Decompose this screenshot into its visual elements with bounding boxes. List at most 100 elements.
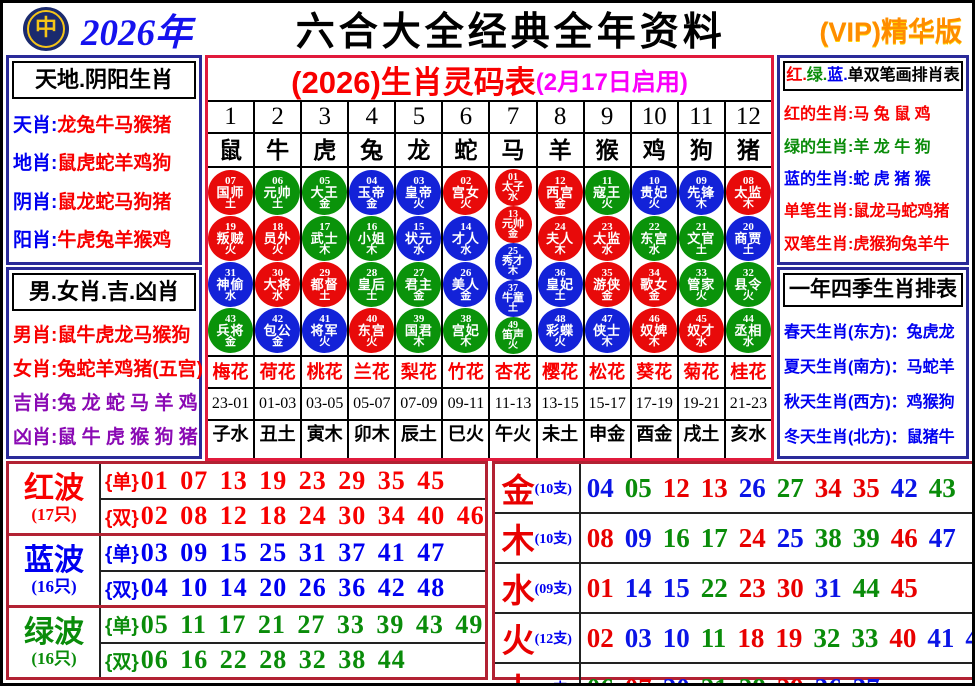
branche-cell: 未土 [535,421,583,458]
number-cell: 5 [394,102,441,132]
flower-cell: 桃花 [300,357,347,387]
branche-cell: 子水 [212,424,249,444]
branche-cell: 巳火 [441,421,488,458]
circle-number: 23 [601,220,613,233]
element-number: 10 [662,622,690,653]
tiandi-panel-title: 天地.阴阳生肖 [12,61,196,99]
element-number: 31 [814,572,842,603]
circle-element: 金 [648,290,660,303]
element-count: (08支) [535,678,572,683]
circle-name: 夫人 [546,230,575,246]
zodiac-code-circle: 07 国师土 [208,169,254,215]
zodiac-code-circle: 09 先锋木 [678,169,724,215]
circle-number: 27 [413,267,425,280]
circle-element: 火 [508,340,518,351]
circle-column: 09 先锋木 21 文官土 33 管家火 45 奴才水 [676,168,724,355]
circle-element: 火 [413,197,425,210]
zodiac-code-circle: 26 美人金 [443,262,489,308]
circle-number: 44 [742,313,754,326]
wave-number-row: {单} 05 11 17 21 27 33 39 43 49 [101,608,485,642]
circle-element: 土 [695,243,707,256]
element-number: 11 [700,622,727,653]
zodiac-code-circle: 16 小姐木 [349,215,395,261]
wave-name: 蓝波 [24,543,84,577]
flower-cell: 荷花 [253,357,300,387]
odd-even-tag: {双} [105,579,139,601]
time-cell: 01-03 [253,389,300,419]
circle-column: 10 贵妃火 22 东宫水 34 歌女金 46 奴婢木 [629,168,677,355]
circle-element: 土 [366,290,378,303]
row-value: 鼠龙蛇马狗猪 [57,191,172,213]
circle-element: 火 [742,290,754,303]
number-cell: 9 [582,102,630,132]
circle-element: 木 [366,243,378,256]
vip-badge: (VIP)精华版 [819,16,962,47]
circle-number: 09 [695,174,707,187]
panel-row: 单笔生肖:鼠龙马蛇鸡猪 [784,197,962,221]
circle-number: 03 [413,174,425,187]
element-number: 15 [662,572,690,603]
zodiac-code-circle: 39 国君木 [396,308,442,354]
row-label: 凶肖: [13,426,58,448]
circle-number: 37 [508,283,518,294]
coin-logo-icon: 中 [23,7,69,51]
circle-element: 火 [319,336,331,349]
table-title: (2026)生肖灵码表 (2月17日启用) [208,58,771,102]
row-label: 夏天生肖(南方)： [784,358,907,376]
zodiac-header-row: 鼠牛虎兔龙蛇马羊猴鸡狗猪 [208,134,771,168]
panel-row: 夏天生肖(南方)：马蛇羊 [784,353,962,377]
circle-number: 18 [272,220,284,233]
row-label: 单笔生肖: [784,203,854,221]
element-number: 28 [739,673,766,684]
element-number: 48 [965,623,972,654]
circle-number: 32 [742,267,754,280]
right-sidebar: 红.绿.蓝.单双笔画排肖表 红的生肖:马 兔 鼠 鸡绿的生肖:羊 龙 牛 狗蓝的… [777,55,969,461]
zodiac-code-circle: 17 武士木 [302,215,348,261]
wave-group: 红波 (17只) {单} 01 07 13 19 23 29 35 45 {双} 02 0… [9,464,485,533]
row-value: 鸡猴狗 [906,393,955,411]
circle-column: 05 大王金 17 武士木 29 都督土 41 将军火 [300,168,348,355]
element-count: (10支) [534,482,572,497]
element-number: 26 [738,472,766,503]
circle-number: 38 [460,313,472,326]
number-cell: 7 [488,102,535,132]
element-number: 45 [890,572,918,603]
element-number: 32 [813,622,841,653]
row-value: 羊 龙 牛 狗 [853,138,931,156]
wave-label: 红波 (17只) [9,464,99,533]
odd-even-tag: {双} [105,651,139,673]
zodiac-cell: 蛇 [441,134,488,166]
branche-cell: 丑土 [253,421,300,458]
element-number: 14 [624,572,652,603]
odd-even-tag: {单} [105,472,139,494]
zodiac-code-table: (2026)生肖灵码表 (2月17日启用) 1 2 3 4 5 6 7 8 9 10 11 12 鼠牛… [205,55,774,461]
circle-name: 大王 [310,184,339,200]
zodiac-code-circle: 24 夫人木 [537,215,583,261]
wave-count: (16只) [31,648,77,668]
wave-number-row: {单} 01 07 13 19 23 29 35 45 [101,464,485,498]
circle-element: 水 [601,243,613,256]
row-value: 鼠猪牛 [906,428,955,446]
circle-name: 元帅 [263,184,292,200]
flower-cell: 梅花 [212,362,249,382]
zodiac-code-circle: 22 东宫水 [631,215,677,261]
element-label: 木 (10支) [495,514,581,562]
circle-name: 管家 [687,277,716,293]
branche-cell: 亥水 [723,421,771,458]
time-cell: 03-05 [300,389,347,419]
element-number: 09 [624,522,652,553]
circle-number: 12 [554,174,566,187]
wave-numbers: 02 08 12 18 24 30 34 40 46 [140,501,485,531]
circle-column: 03 皇帝火 15 状元水 27 君主金 39 国君木 [394,168,442,355]
element-char: 木 [501,522,535,559]
panel-row: 秋天生肖(西方)：鸡猴狗 [784,388,962,412]
element-numbers: 04 05 12 13 26 27 34 35 42 43 [581,472,972,504]
circle-name: 牛童 [502,292,524,304]
element-numbers: 01 14 15 22 23 30 31 44 45 [581,572,972,604]
row-label: 秋天生肖(西方)： [784,393,907,411]
main-content: 天地.阴阳生肖 天肖:龙兔牛马猴猪 地肖:鼠虎蛇羊鸡狗 阴肖:鼠龙蛇马狗猪 阳肖:牛虎… [3,55,972,461]
zodiac-code-circle: 01 太子水 [494,169,532,206]
element-number: 29 [777,673,804,684]
flower-cell: 菊花 [676,357,724,387]
zodiac-code-circle: 43 兵将金 [208,308,254,354]
